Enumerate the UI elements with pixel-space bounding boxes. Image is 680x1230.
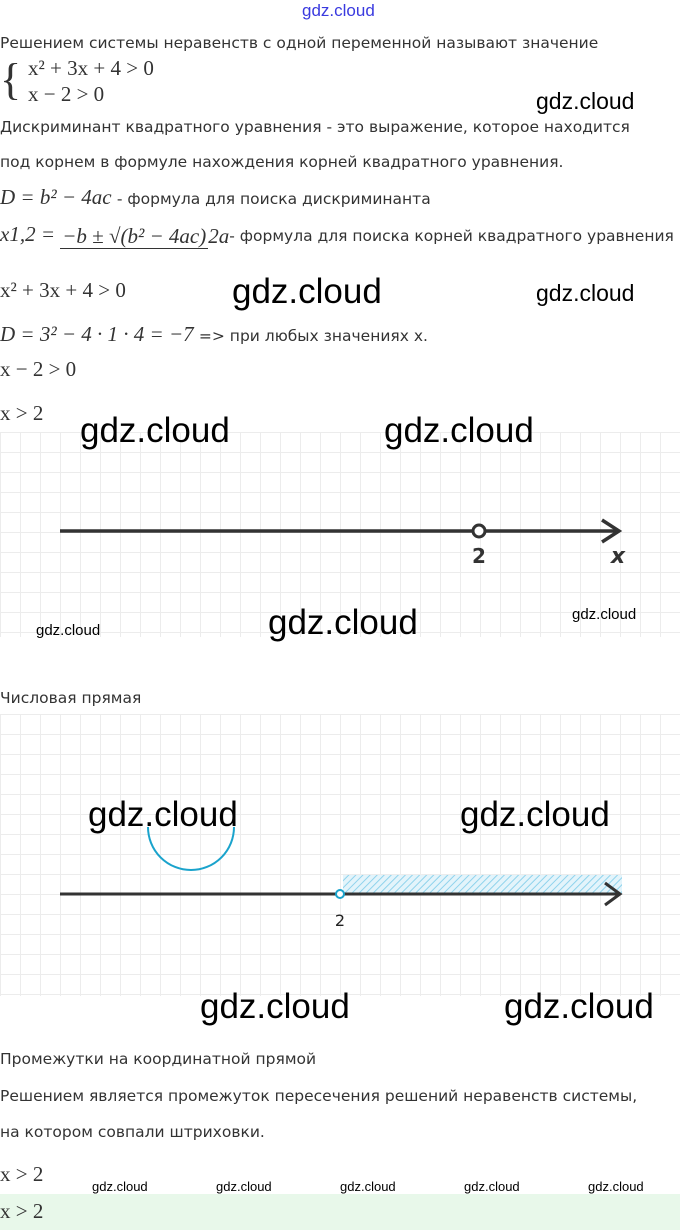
shaded-interval: [343, 875, 622, 894]
step2-math: D = 3² − 4 · 1 · 4 = −7: [0, 322, 194, 346]
watermark: gdz.cloud: [36, 622, 101, 639]
system-brace: {: [0, 55, 22, 104]
watermark: gdz.cloud: [92, 1179, 148, 1194]
open-point: [471, 523, 487, 539]
number-line-1-grid: [0, 432, 680, 637]
discriminant-def-1: Дискриминант квадратного уравнения - это…: [0, 118, 630, 136]
d-formula: D = b² − 4ac - формула для поиска дискри…: [0, 185, 431, 210]
step1: x² + 3x + 4 > 0: [0, 278, 126, 302]
step2: D = 3² − 4 · 1 · 4 = −7 => при любых зна…: [0, 322, 428, 347]
number-line-2-grid: [0, 714, 680, 996]
watermark: gdz.cloud: [464, 1179, 520, 1194]
roots-numerator: −b ± √(b² − 4ac): [60, 223, 209, 249]
d-formula-text: D = b² − 4ac: [0, 185, 112, 209]
d-formula-caption: - формула для поиска дискриминанта: [116, 190, 431, 208]
open-point: [335, 889, 345, 899]
watermark: gdz.cloud: [80, 411, 230, 450]
watermark: gdz.cloud: [504, 987, 654, 1026]
number-line-2: 2: [60, 826, 623, 930]
watermark: gdz.cloud: [232, 272, 382, 311]
system-eq1: x² + 3x + 4 > 0: [28, 56, 154, 80]
number-line-1-caption: Числовая прямая: [0, 689, 142, 707]
system-eq2: x − 2 > 0: [28, 82, 105, 106]
conclusion-1: Решением является промежуток пересечения…: [0, 1087, 638, 1105]
answer-highlight: [0, 1194, 680, 1230]
watermark: gdz.cloud: [536, 88, 635, 114]
step2-caption: => при любых значениях x.: [198, 327, 428, 345]
header-watermark: gdz.cloud: [302, 1, 375, 20]
watermark: gdz.cloud: [572, 606, 637, 623]
watermark: gdz.cloud: [88, 795, 238, 834]
interval-arc: [147, 826, 235, 871]
roots-denominator: 2a: [208, 223, 230, 248]
watermark: gdz.cloud: [588, 1179, 644, 1194]
arrow-head: [604, 881, 623, 907]
step3: x − 2 > 0: [0, 357, 77, 381]
roots-caption: - формула для поиска корней квадратного …: [229, 227, 674, 245]
arrow-head: [601, 518, 623, 544]
point-label: 2: [335, 911, 345, 930]
answer-plain: x > 2: [0, 1162, 44, 1186]
answer-highlighted: x > 2: [0, 1199, 44, 1223]
discriminant-def-2: под корнем в формуле нахождения корней к…: [0, 153, 564, 171]
number-line-2-caption: Промежутки на координатной прямой: [0, 1050, 317, 1068]
step4: x > 2: [0, 401, 44, 425]
intro-text: Решением системы неравенств с одной пере…: [0, 34, 599, 52]
watermark: gdz.cloud: [460, 795, 610, 834]
watermark: gdz.cloud: [384, 411, 534, 450]
watermark: gdz.cloud: [340, 1179, 396, 1194]
watermark: gdz.cloud: [200, 987, 350, 1026]
watermark: gdz.cloud: [536, 280, 635, 306]
number-line-1: 2 x: [60, 518, 626, 569]
roots-fraction: −b ± √(b² − 4ac)2a: [60, 223, 230, 249]
roots-lhs: x1,2 =: [0, 222, 55, 246]
watermark: gdz.cloud: [268, 603, 418, 642]
axis-label: x: [610, 544, 626, 569]
watermark: gdz.cloud: [216, 1179, 272, 1194]
conclusion-2: на котором совпали штриховки.: [0, 1123, 265, 1141]
roots-formula: x1,2 = −b ± √(b² − 4ac)2a- формула для п…: [0, 222, 674, 249]
point-label: 2: [472, 544, 486, 568]
